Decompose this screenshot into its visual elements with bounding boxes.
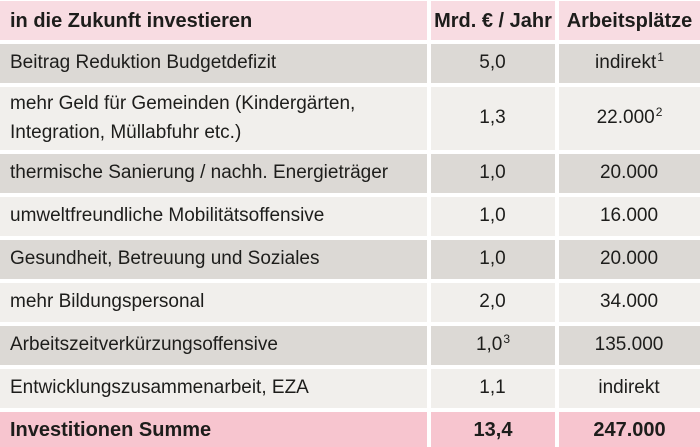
row-label-cell: Entwicklungszusammenarbeit, EZA (0, 369, 427, 408)
table-summary-row: Investitionen Summe 13,4 247.000 (0, 412, 700, 447)
row-amount-cell: 1,3 (431, 87, 555, 150)
row-amount: 1,03 (475, 331, 511, 356)
row-label-cell: Gesundheit, Betreuung und Soziales (0, 240, 427, 279)
row-amount: 1,0 (479, 162, 506, 184)
row-label: mehr Bildungspersonal (10, 291, 205, 313)
header-jobs-cell: Arbeitsplätze (559, 1, 700, 40)
table-row: Entwicklungszusammenarbeit, EZA 1,1 indi… (0, 369, 700, 408)
row-amount-cell: 1,0 (431, 240, 555, 279)
row-label-cell: Arbeitszeitverkürzungsoffensive (0, 326, 427, 365)
row-jobs: indirekt1 (595, 49, 664, 74)
row-amount: 1,3 (479, 107, 506, 129)
row-jobs-cell: indirekt1 (559, 44, 700, 83)
row-jobs-cell: 22.0002 (559, 87, 700, 150)
table-row: Gesundheit, Betreuung und Soziales 1,0 2… (0, 240, 700, 279)
row-amount-cell: 1,0 (431, 197, 555, 236)
row-label: Entwicklungszusammenarbeit, EZA (10, 377, 309, 399)
row-jobs-cell: 16.000 (559, 197, 700, 236)
row-jobs: indirekt (598, 377, 660, 399)
row-label-cell: thermische Sanierung / nachh. Energieträ… (0, 154, 427, 193)
table-title: in die Zukunft investieren (10, 9, 253, 32)
row-amount: 1,1 (479, 377, 506, 399)
row-amount: 5,0 (479, 52, 506, 74)
row-label-cell: mehr Geld für Gemeinden (Kindergärten, I… (0, 87, 427, 150)
table-row: Beitrag Reduktion Budgetdefizit 5,0 indi… (0, 44, 700, 83)
row-jobs-cell: indirekt (559, 369, 700, 408)
row-label-cell: Beitrag Reduktion Budgetdefizit (0, 44, 427, 83)
header-title-cell: in die Zukunft investieren (0, 1, 427, 40)
table-row: umweltfreundliche Mobilitätsoffensive 1,… (0, 197, 700, 236)
row-jobs: 34.000 (599, 291, 659, 313)
row-label-cell: mehr Bildungspersonal (0, 283, 427, 322)
row-amount-cell: 1,1 (431, 369, 555, 408)
row-label: thermische Sanierung / nachh. Energieträ… (10, 162, 389, 184)
row-label: Gesundheit, Betreuung und Soziales (10, 248, 320, 270)
row-amount-cell: 1,0 (431, 154, 555, 193)
summary-amount: 13,4 (473, 418, 513, 441)
footnote-marker: 2 (655, 104, 663, 119)
row-jobs-cell: 135.000 (559, 326, 700, 365)
row-amount: 1,0 (479, 205, 506, 227)
row-amount-cell: 5,0 (431, 44, 555, 83)
row-label: mehr Geld für Gemeinden (Kindergärten, I… (10, 93, 356, 143)
row-jobs: 22.0002 (596, 104, 663, 129)
column-header-jobs: Arbeitsplätze (566, 9, 693, 32)
row-jobs-cell: 20.000 (559, 240, 700, 279)
summary-label: Investitionen Summe (10, 418, 212, 441)
row-amount-cell: 2,0 (431, 283, 555, 322)
row-amount: 1,0 (479, 248, 506, 270)
header-amount-cell: Mrd. € / Jahr (431, 1, 555, 40)
row-jobs-cell: 20.000 (559, 154, 700, 193)
summary-label-cell: Investitionen Summe (0, 412, 427, 447)
row-label-cell: umweltfreundliche Mobilitätsoffensive (0, 197, 427, 236)
summary-jobs-cell: 247.000 (559, 412, 700, 447)
table-row: mehr Bildungspersonal 2,0 34.000 (0, 283, 700, 322)
row-label: Arbeitszeitverkürzungsoffensive (10, 334, 278, 356)
footnote-marker: 3 (503, 331, 511, 346)
table-row: mehr Geld für Gemeinden (Kindergärten, I… (0, 87, 700, 150)
summary-amount-cell: 13,4 (431, 412, 555, 447)
column-header-amount: Mrd. € / Jahr (434, 9, 552, 32)
row-jobs-cell: 34.000 (559, 283, 700, 322)
summary-jobs: 247.000 (593, 418, 666, 441)
row-amount-cell: 1,03 (431, 326, 555, 365)
row-label: Beitrag Reduktion Budgetdefizit (10, 52, 277, 74)
footnote-marker: 1 (657, 49, 664, 64)
row-jobs: 20.000 (599, 162, 659, 184)
row-jobs: 135.000 (594, 334, 664, 356)
table-row: Arbeitszeitverkürzungsoffensive 1,03 135… (0, 326, 700, 365)
row-jobs: 20.000 (599, 248, 659, 270)
row-jobs: 16.000 (599, 205, 659, 227)
table-header-row: in die Zukunft investieren Mrd. € / Jahr… (0, 1, 700, 40)
row-amount: 2,0 (479, 291, 506, 313)
table-row: thermische Sanierung / nachh. Energieträ… (0, 154, 700, 193)
row-label: umweltfreundliche Mobilitätsoffensive (10, 205, 325, 227)
